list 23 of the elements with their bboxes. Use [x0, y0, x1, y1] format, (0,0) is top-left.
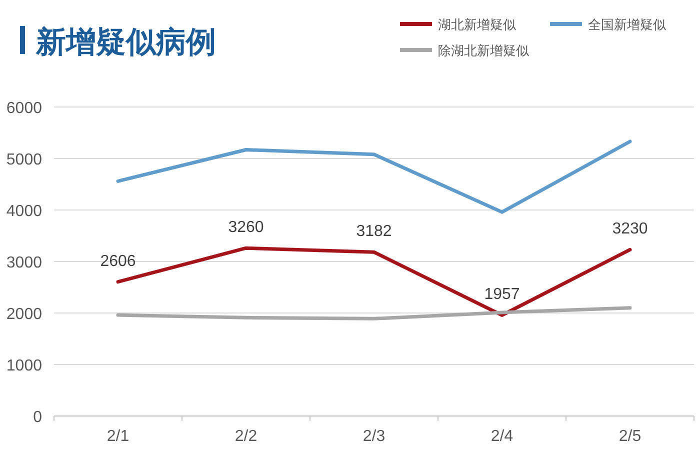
x-tick-label: 2/3 [362, 428, 386, 445]
data-label: 3182 [356, 223, 392, 240]
x-tick-label: 2/5 [618, 428, 642, 445]
data-label: 3260 [228, 219, 264, 236]
y-tick-label: 5000 [6, 152, 42, 168]
x-tick-label: 2/1 [106, 428, 130, 445]
data-label: 2606 [100, 252, 136, 270]
y-tick-label: 2000 [6, 306, 42, 323]
x-tick-label: 2/4 [490, 428, 514, 445]
data-label: 3230 [612, 220, 648, 238]
legend-label: 全国新增疑似 [588, 17, 666, 32]
y-tick-label: 3000 [6, 254, 42, 272]
legend-label: 除湖北新增疑似 [438, 43, 529, 58]
y-tick-label: 4000 [6, 203, 42, 220]
y-tick-label: 6000 [6, 100, 42, 117]
line-series [116, 306, 632, 320]
y-tick-label: 0 [33, 409, 42, 426]
legend-label: 湖北新增疑似 [438, 17, 516, 32]
chart-title: 新增疑似病例 [35, 25, 216, 59]
y-tick-label: 1000 [6, 358, 42, 374]
line-series [116, 140, 632, 214]
x-tick-label: 2/2 [234, 428, 258, 445]
data-label: 1957 [484, 286, 520, 304]
